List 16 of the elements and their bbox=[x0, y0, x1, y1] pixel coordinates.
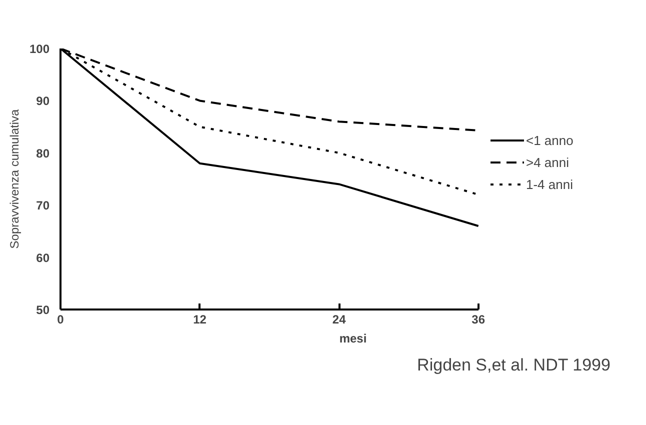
x-tick-label: 36 bbox=[472, 312, 486, 326]
x-tick-label: 24 bbox=[332, 312, 346, 326]
text: Rigden S,et al. NDT 1999 bbox=[417, 356, 610, 374]
y-tick-label: 80 bbox=[36, 146, 50, 160]
x-tick-label: 12 bbox=[193, 312, 207, 326]
x-axis-title: mesi bbox=[339, 332, 367, 346]
legend-label: >4 anni bbox=[526, 154, 570, 170]
y-tick-label: 70 bbox=[36, 198, 50, 213]
y-tick-label: 50 bbox=[36, 303, 50, 317]
legend-label: 1-4 anni bbox=[526, 176, 573, 192]
x-tick-label: 0 bbox=[57, 312, 64, 326]
y-axis-title: Sopravvivenza cumulativa bbox=[7, 108, 22, 249]
y-tick-label: 100 bbox=[29, 42, 50, 56]
y-tick-label: 60 bbox=[36, 250, 50, 265]
legend-label: <1 anno bbox=[526, 132, 574, 148]
y-tick-label: 90 bbox=[36, 94, 50, 108]
